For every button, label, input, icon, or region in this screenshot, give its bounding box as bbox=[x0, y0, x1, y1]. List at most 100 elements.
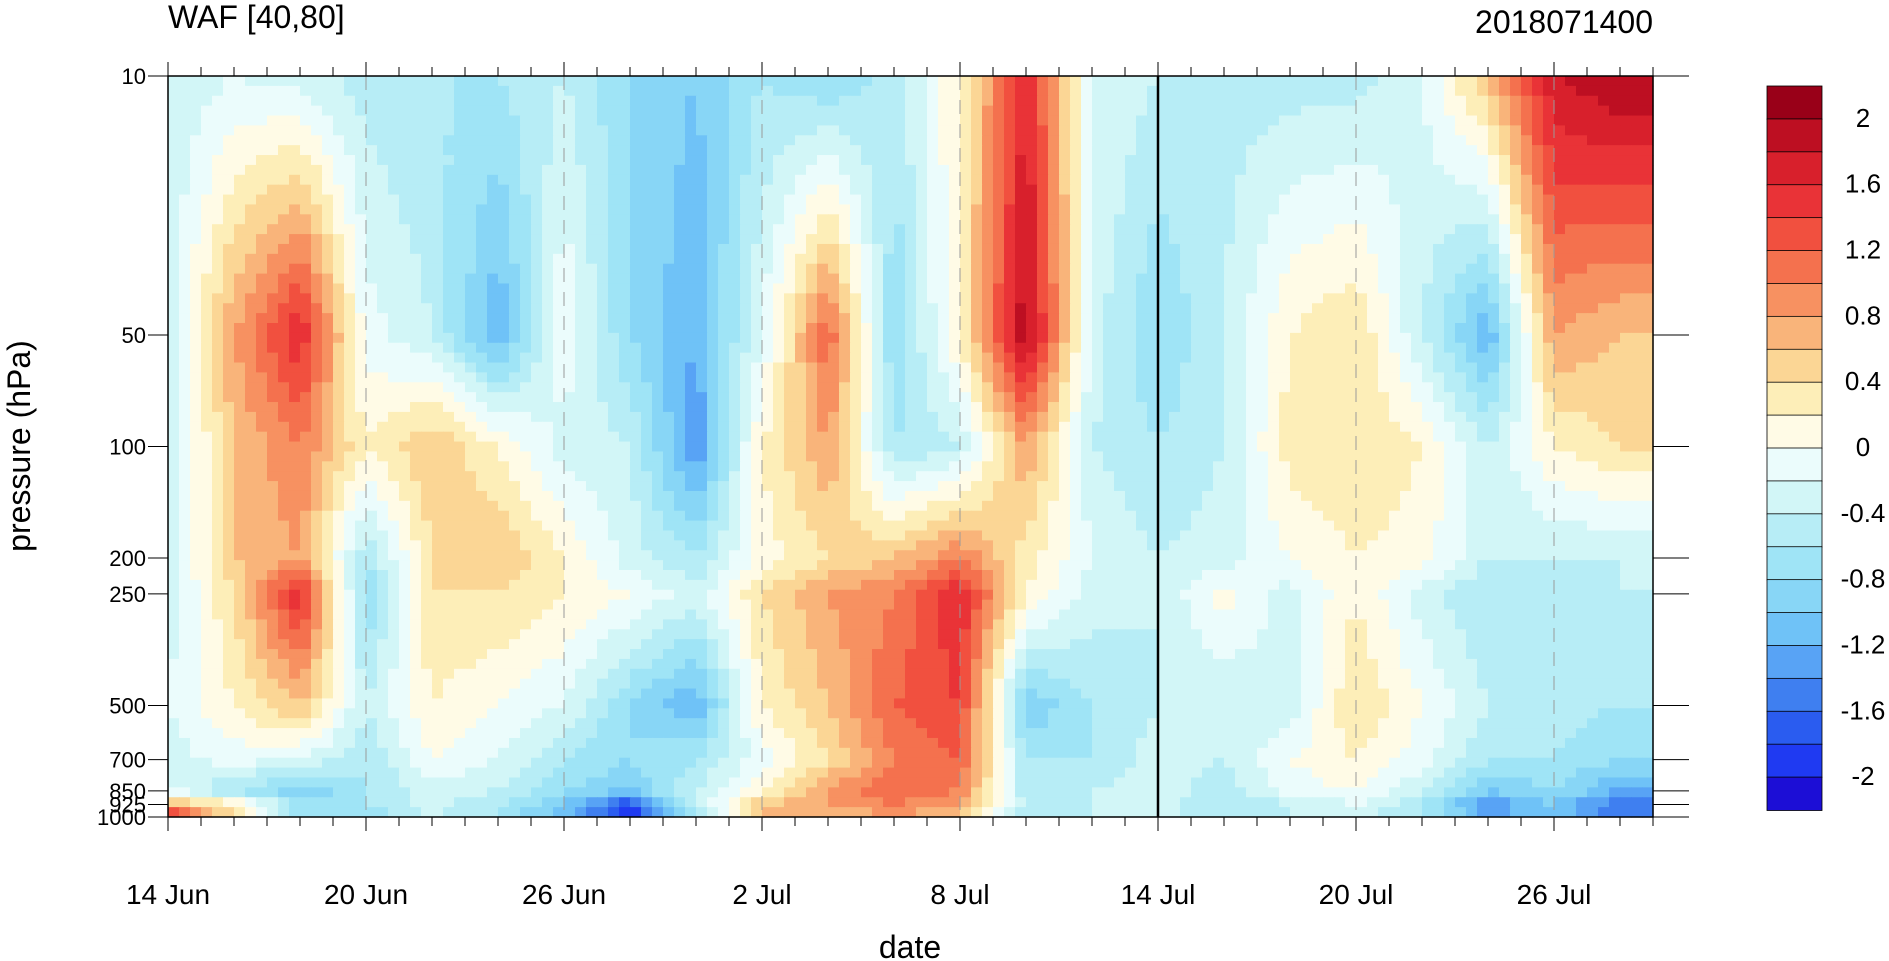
heatmap-cell bbox=[1125, 125, 1137, 136]
heatmap-cell bbox=[1466, 332, 1478, 344]
heatmap-cell bbox=[256, 164, 268, 176]
heatmap-cell bbox=[949, 392, 961, 403]
heatmap-cell bbox=[1576, 204, 1588, 215]
heatmap-cell bbox=[234, 263, 246, 275]
heatmap-cell bbox=[1257, 105, 1269, 117]
heatmap-cell bbox=[322, 273, 334, 285]
heatmap-cell bbox=[168, 214, 180, 225]
heatmap-cell bbox=[388, 283, 400, 294]
heatmap-cell bbox=[454, 382, 466, 393]
heatmap-cell bbox=[1081, 194, 1093, 206]
heatmap-cell bbox=[1422, 105, 1434, 117]
heatmap-cell bbox=[344, 421, 356, 433]
heatmap-cell bbox=[1543, 421, 1555, 433]
heatmap-cell bbox=[883, 115, 895, 126]
heatmap-cell bbox=[718, 204, 730, 215]
heatmap-cell bbox=[1543, 303, 1555, 314]
heatmap-cell bbox=[388, 402, 400, 413]
heatmap-cell bbox=[1125, 342, 1137, 354]
heatmap-cell bbox=[355, 243, 367, 255]
heatmap-cell bbox=[806, 105, 818, 117]
heatmap-cell bbox=[1532, 194, 1544, 206]
heatmap-cell bbox=[971, 204, 983, 215]
heatmap-cell bbox=[938, 342, 950, 354]
heatmap-cell bbox=[212, 382, 224, 393]
heatmap-cell bbox=[355, 283, 367, 294]
heatmap-cell bbox=[696, 293, 708, 304]
heatmap-cell bbox=[685, 105, 697, 117]
heatmap-cell bbox=[432, 135, 444, 146]
heatmap-cell bbox=[1059, 352, 1071, 364]
heatmap-cell bbox=[1169, 421, 1181, 433]
heatmap-cell bbox=[773, 273, 785, 285]
heatmap-cell bbox=[1499, 372, 1511, 383]
heatmap-cell bbox=[971, 293, 983, 304]
heatmap-cell bbox=[1224, 253, 1236, 265]
heatmap-cell bbox=[762, 125, 774, 136]
heatmap-cell bbox=[927, 392, 939, 403]
heatmap-cell bbox=[828, 402, 840, 413]
heatmap-cell bbox=[1125, 145, 1137, 156]
heatmap-cell bbox=[201, 234, 213, 245]
heatmap-cell bbox=[674, 362, 686, 373]
heatmap-cell bbox=[1554, 204, 1566, 215]
heatmap-cell bbox=[1290, 313, 1302, 324]
heatmap-cell bbox=[1433, 164, 1445, 176]
heatmap-cell bbox=[520, 263, 532, 275]
heatmap-cell bbox=[1147, 411, 1159, 423]
heatmap-cell bbox=[861, 224, 873, 235]
heatmap-cell bbox=[520, 313, 532, 324]
heatmap-cell bbox=[608, 392, 620, 403]
heatmap-cell bbox=[278, 214, 290, 225]
heatmap-cell bbox=[377, 204, 389, 215]
heatmap-cell bbox=[1246, 313, 1258, 324]
heatmap-cell bbox=[696, 402, 708, 413]
heatmap-cell bbox=[1070, 263, 1082, 275]
heatmap-cell bbox=[256, 303, 268, 314]
heatmap-cell bbox=[443, 214, 455, 225]
heatmap-cell bbox=[1301, 164, 1313, 176]
heatmap-cell bbox=[1103, 155, 1115, 166]
heatmap-cell bbox=[1598, 283, 1610, 294]
heatmap-cell bbox=[806, 263, 818, 275]
heatmap-cell bbox=[1345, 402, 1357, 413]
heatmap-cell bbox=[1114, 372, 1126, 383]
heatmap-cell bbox=[531, 421, 543, 433]
heatmap-cell bbox=[641, 421, 653, 433]
heatmap-cell bbox=[949, 263, 961, 275]
heatmap-cell bbox=[1455, 313, 1467, 324]
heatmap-cell bbox=[1356, 234, 1368, 245]
heatmap-cell bbox=[1565, 342, 1577, 354]
heatmap-cell bbox=[597, 145, 609, 156]
heatmap-cell bbox=[718, 214, 730, 225]
heatmap-cell bbox=[1136, 352, 1148, 364]
heatmap-cell bbox=[1224, 342, 1236, 354]
heatmap-cell bbox=[894, 184, 906, 196]
heatmap-cell bbox=[454, 85, 466, 97]
heatmap-cell bbox=[1411, 155, 1423, 166]
heatmap-cell bbox=[1521, 125, 1533, 136]
heatmap-cell bbox=[377, 85, 389, 97]
heatmap-cell bbox=[905, 283, 917, 294]
heatmap-cell bbox=[388, 431, 400, 443]
heatmap-cell bbox=[1345, 115, 1357, 126]
heatmap-cell bbox=[1400, 263, 1412, 275]
heatmap-cell bbox=[795, 283, 807, 294]
heatmap-cell bbox=[1543, 283, 1555, 294]
heatmap-cell bbox=[1191, 234, 1203, 245]
heatmap-cell bbox=[718, 135, 730, 146]
heatmap-cell bbox=[971, 431, 983, 443]
heatmap-cell bbox=[1180, 372, 1192, 383]
heatmap-cell bbox=[1521, 362, 1533, 373]
heatmap-cell bbox=[1510, 323, 1522, 334]
heatmap-cell bbox=[1422, 253, 1434, 265]
heatmap-cell bbox=[1279, 76, 1291, 87]
heatmap-cell bbox=[1356, 214, 1368, 225]
heatmap-cell bbox=[542, 145, 554, 156]
heatmap-cell bbox=[1235, 204, 1247, 215]
heatmap-cell bbox=[245, 85, 257, 97]
heatmap-cell bbox=[1433, 95, 1445, 107]
heatmap-cell bbox=[817, 382, 829, 393]
heatmap-cell bbox=[608, 105, 620, 117]
heatmap-cell bbox=[1224, 204, 1236, 215]
